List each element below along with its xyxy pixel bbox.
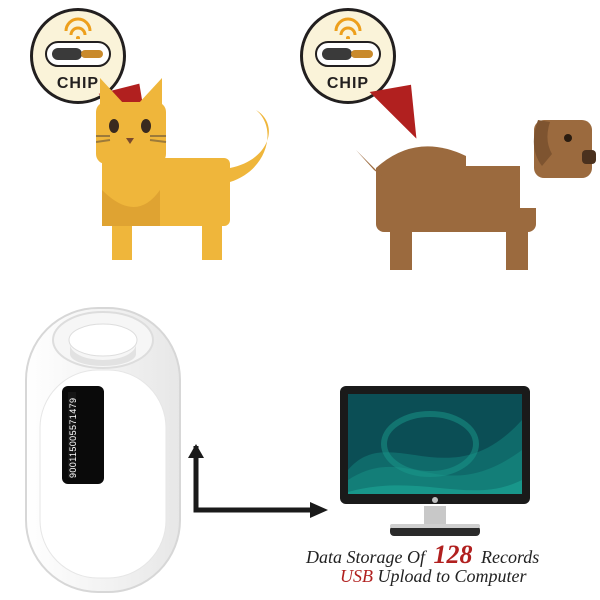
monitor-icon: [330, 380, 540, 550]
cat-icon: [96, 70, 286, 270]
wifi-icon: [60, 17, 96, 39]
caption-storage-count: 128: [430, 540, 477, 569]
caption-storage-post: Records: [481, 547, 539, 567]
caption-usb-em: USB: [340, 566, 373, 586]
dog-icon: [356, 58, 596, 288]
caption-usb-rest: Upload to Computer: [378, 566, 527, 586]
reader-screen-id: 900115005571479: [68, 398, 78, 478]
caption-usb: USB Upload to Computer: [340, 566, 527, 587]
mini-scanner-icon: [45, 41, 111, 67]
wifi-icon: [330, 17, 366, 39]
caption-storage-pre: Data Storage Of: [306, 547, 425, 567]
rfid-reader-icon: [18, 300, 188, 600]
